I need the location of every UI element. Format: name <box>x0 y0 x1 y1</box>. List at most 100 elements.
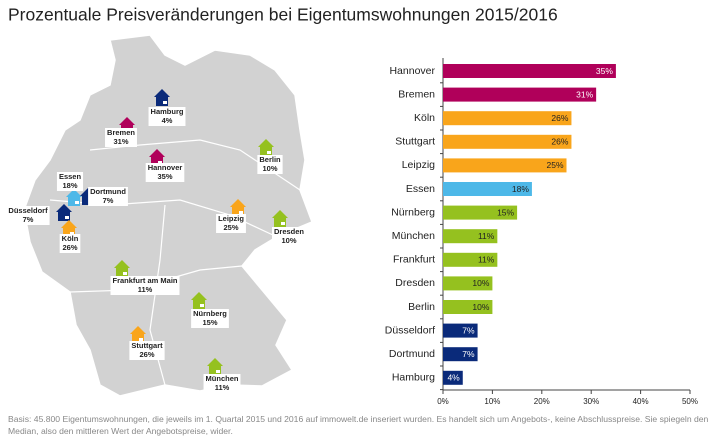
house-window <box>239 211 243 214</box>
city-name: Stuttgart <box>131 341 163 350</box>
city-name: Bremen <box>107 128 135 137</box>
category-label: Berlin <box>408 301 435 313</box>
label-box <box>129 341 165 360</box>
category-label: Hannover <box>389 65 435 77</box>
city-value: 10% <box>262 164 277 173</box>
category-label: Leipzig <box>402 159 435 171</box>
label-box <box>88 187 128 206</box>
city-name: Berlin <box>259 155 281 164</box>
value-label: 18% <box>512 184 529 194</box>
house-window <box>70 232 74 235</box>
chart: Prozentuale Preisveränderungen bei Eigen… <box>6 5 698 406</box>
bar <box>443 252 498 267</box>
city-value: 7% <box>103 196 114 205</box>
label-box <box>148 107 186 126</box>
label-box <box>110 276 180 295</box>
category-label: Hamburg <box>392 372 435 384</box>
category-label: Düsseldorf <box>385 324 435 336</box>
house-window <box>281 222 285 225</box>
house-window <box>200 304 204 307</box>
house-window <box>216 370 220 373</box>
bar <box>443 134 572 149</box>
label-box <box>56 172 84 191</box>
bar <box>443 158 567 173</box>
value-label: 31% <box>576 89 593 99</box>
bar <box>443 229 498 244</box>
x-tick-label: 50% <box>682 397 698 406</box>
city-value: 25% <box>223 223 238 232</box>
bar <box>443 64 616 78</box>
category-label: Nürnberg <box>391 206 435 218</box>
category-label: Köln <box>414 112 435 124</box>
house-window <box>163 101 167 104</box>
city-value: 15% <box>202 318 217 327</box>
label-box <box>271 227 307 246</box>
city-name: Frankfurt am Main <box>112 276 177 285</box>
city-value: 31% <box>113 137 128 146</box>
bar <box>443 300 493 314</box>
city-name: Nürnberg <box>193 309 227 318</box>
city-name: Hamburg <box>151 107 184 116</box>
label-box <box>105 128 137 147</box>
germany-map <box>23 34 313 397</box>
value-label: 11% <box>478 255 495 265</box>
city-value: 4% <box>162 116 173 125</box>
bar <box>443 276 493 291</box>
bar <box>443 347 478 362</box>
bar <box>443 370 463 385</box>
value-label: 35% <box>596 66 613 76</box>
category-label: Stuttgart <box>395 136 435 148</box>
house-window <box>158 161 162 164</box>
label-box <box>257 155 283 174</box>
bar <box>443 323 478 338</box>
value-label: 25% <box>546 160 563 170</box>
value-label: 15% <box>497 207 514 217</box>
city-name: München <box>206 374 239 383</box>
value-label: 10% <box>472 302 489 312</box>
x-tick-label: 0% <box>437 397 449 406</box>
city-value: 26% <box>62 243 77 252</box>
x-tick-label: 10% <box>484 397 500 406</box>
house-window <box>75 201 79 204</box>
city-value: 26% <box>139 350 154 359</box>
value-label: 10% <box>472 278 489 288</box>
house-window <box>267 151 271 154</box>
label-box <box>216 214 246 233</box>
value-label: 7% <box>462 349 475 359</box>
title: Prozentuale Preisveränderungen bei Eigen… <box>8 5 558 25</box>
city-value: 10% <box>281 236 296 245</box>
bar <box>443 205 518 220</box>
house-window <box>123 272 127 275</box>
footnote: Median, also den mittleren Wert der Ange… <box>8 426 233 436</box>
category-label: Bremen <box>398 88 435 100</box>
city-name: Dortmund <box>90 187 126 196</box>
footnote: Basis: 45.800 Eigentumswohnungen, die je… <box>8 414 709 424</box>
category-label: Essen <box>406 183 435 195</box>
x-tick-label: 20% <box>534 397 550 406</box>
city-value: 7% <box>23 215 34 224</box>
city-value: 11% <box>138 285 153 294</box>
x-tick-label: 30% <box>583 397 599 406</box>
value-label: 4% <box>447 373 460 383</box>
city-name: Hannover <box>148 163 183 172</box>
city-name: Leipzig <box>218 214 244 223</box>
category-label: München <box>392 230 435 242</box>
house-window <box>65 216 69 219</box>
category-label: Dresden <box>395 277 435 289</box>
label-box <box>6 206 50 225</box>
x-tick-label: 40% <box>633 397 649 406</box>
city-name: Düsseldorf <box>8 206 48 215</box>
city-name: Essen <box>59 172 82 181</box>
